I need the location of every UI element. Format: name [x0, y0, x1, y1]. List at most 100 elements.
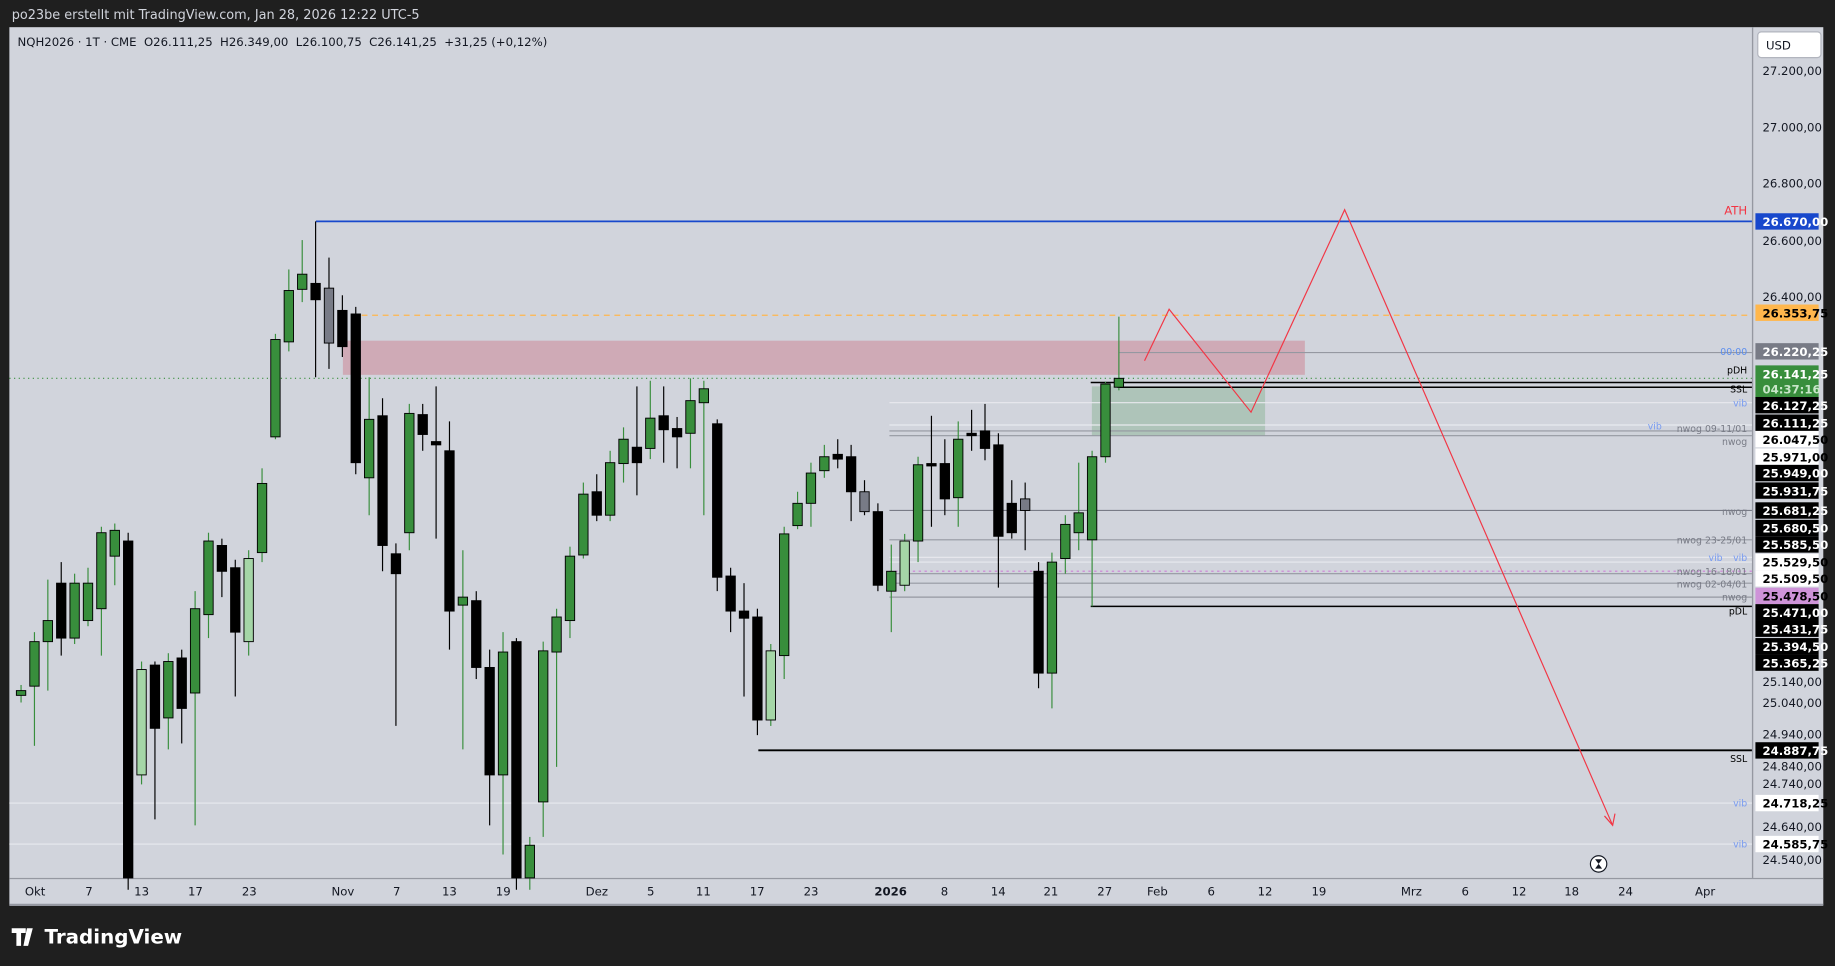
candle-body [658, 415, 669, 431]
level-label: vib [1733, 840, 1747, 851]
candle-body [886, 570, 897, 592]
price-tick: 26.600,00 [1762, 234, 1821, 248]
candle-body [323, 287, 335, 344]
price-badge-bg [1755, 835, 1819, 853]
candle-body [859, 491, 870, 513]
time-tick: 19 [496, 885, 511, 899]
candle-body [42, 620, 53, 643]
price-badge-text: 25.431,75 [1762, 622, 1828, 636]
price-badge-bg [1755, 430, 1819, 448]
time-tick: Mrz [1401, 885, 1422, 899]
price-badge: 25.471,00 [1755, 604, 1828, 621]
time-tick: 8 [941, 885, 948, 899]
candle-body [337, 309, 348, 348]
price-badge-text: 25.931,75 [1762, 484, 1828, 498]
candle-body [203, 540, 214, 616]
price-badge: 26.111,25 [1755, 414, 1828, 431]
price-badge-text: 25.971,00 [1762, 450, 1828, 464]
time-tick: 7 [85, 885, 92, 899]
candle-body [109, 529, 120, 557]
candle-body [912, 464, 924, 542]
candle-body [471, 600, 482, 668]
time-tick: 2026 [874, 885, 907, 899]
candle-body [618, 438, 629, 465]
candle-body [631, 446, 643, 464]
price-badge-text: 26.047,50 [1762, 433, 1828, 447]
candle-body [149, 664, 161, 729]
price-tick: 24.540,00 [1762, 853, 1821, 867]
time-tick: 5 [647, 885, 654, 899]
price-badge-bg [1755, 794, 1819, 812]
candle-body [591, 491, 602, 516]
time-tick: 6 [1461, 885, 1468, 899]
price-badge: 24.718,25 [1755, 794, 1828, 812]
candle-body [56, 582, 67, 639]
price-badge-text: 25.471,00 [1762, 606, 1828, 620]
price-badge-text: 25.478,50 [1762, 590, 1828, 604]
candle-body [698, 388, 710, 404]
level-label: ATH [1724, 203, 1747, 217]
candle-body [377, 415, 388, 546]
time-tick: 12 [1512, 885, 1527, 899]
level-label: nwog 09-11/01 [1677, 424, 1748, 435]
time-tick: 6 [1208, 885, 1215, 899]
candle-body [417, 414, 428, 435]
candle-body [805, 472, 817, 504]
candle-body [926, 463, 937, 467]
price-tick: 25.040,00 [1762, 696, 1821, 710]
time-tick: 23 [242, 885, 257, 899]
level-label: vib [1709, 553, 1723, 564]
price-badge-text: 25.509,50 [1762, 572, 1828, 586]
price-badge-bg [1755, 620, 1819, 637]
candle-body [1100, 383, 1111, 458]
price-badge-bg [1755, 213, 1819, 230]
countdown-timer: 04:37:16 [1762, 382, 1820, 396]
price-tick: 24.940,00 [1762, 728, 1821, 742]
price-badge: 25.529,50 [1755, 553, 1828, 571]
projection-path[interactable] [1144, 208, 1614, 826]
candle-body [297, 273, 308, 290]
level-label: vib [1733, 398, 1747, 409]
level-label: nwog [1722, 437, 1747, 448]
candle-body [1033, 570, 1044, 674]
price-badge: 26.353,75 [1755, 304, 1828, 321]
price-badge-text: 24.887,75 [1762, 744, 1828, 758]
candle-body [752, 616, 763, 721]
price-badge-bg [1755, 536, 1819, 553]
price-badge: 25.431,75 [1755, 620, 1828, 637]
candle-body [189, 608, 201, 694]
candle-body [430, 441, 442, 446]
demand-zone[interactable] [1091, 386, 1266, 436]
price-projection-drawing[interactable] [1144, 208, 1616, 827]
currency-button[interactable]: USD [1757, 31, 1822, 59]
price-badge-bg [1755, 654, 1819, 671]
candle-body [444, 450, 455, 612]
supply-zone[interactable] [342, 340, 1305, 375]
price-badge: 25.509,50 [1755, 570, 1828, 587]
candle-body [899, 540, 910, 586]
time-tick: 13 [134, 885, 149, 899]
price-badge-text: 26.353,75 [1762, 306, 1828, 320]
currency-label: USD [1766, 38, 1791, 52]
candle-body [82, 582, 94, 622]
candle-body [1006, 502, 1017, 534]
price-badge-text: 24.718,25 [1762, 797, 1828, 811]
candle-body [176, 657, 187, 709]
candle-body [123, 540, 134, 879]
chart-pane[interactable] [9, 27, 1754, 878]
level-label: vib [1733, 799, 1747, 810]
time-tick: 11 [696, 885, 711, 899]
price-badge: 25.931,75 [1755, 482, 1828, 499]
price-badge: 26.670,00 [1755, 213, 1828, 230]
candle-body [819, 456, 830, 472]
price-badge-bg [1755, 570, 1819, 587]
price-badge-bg [1755, 304, 1819, 321]
candle-body [578, 493, 589, 556]
candle-body [645, 417, 656, 449]
candle-body [564, 555, 576, 622]
candle-body [270, 339, 281, 438]
candle-body [979, 430, 991, 449]
candle-body [953, 438, 964, 499]
time-axis[interactable] [9, 877, 1824, 905]
replay-clock-icon[interactable] [1589, 855, 1608, 873]
